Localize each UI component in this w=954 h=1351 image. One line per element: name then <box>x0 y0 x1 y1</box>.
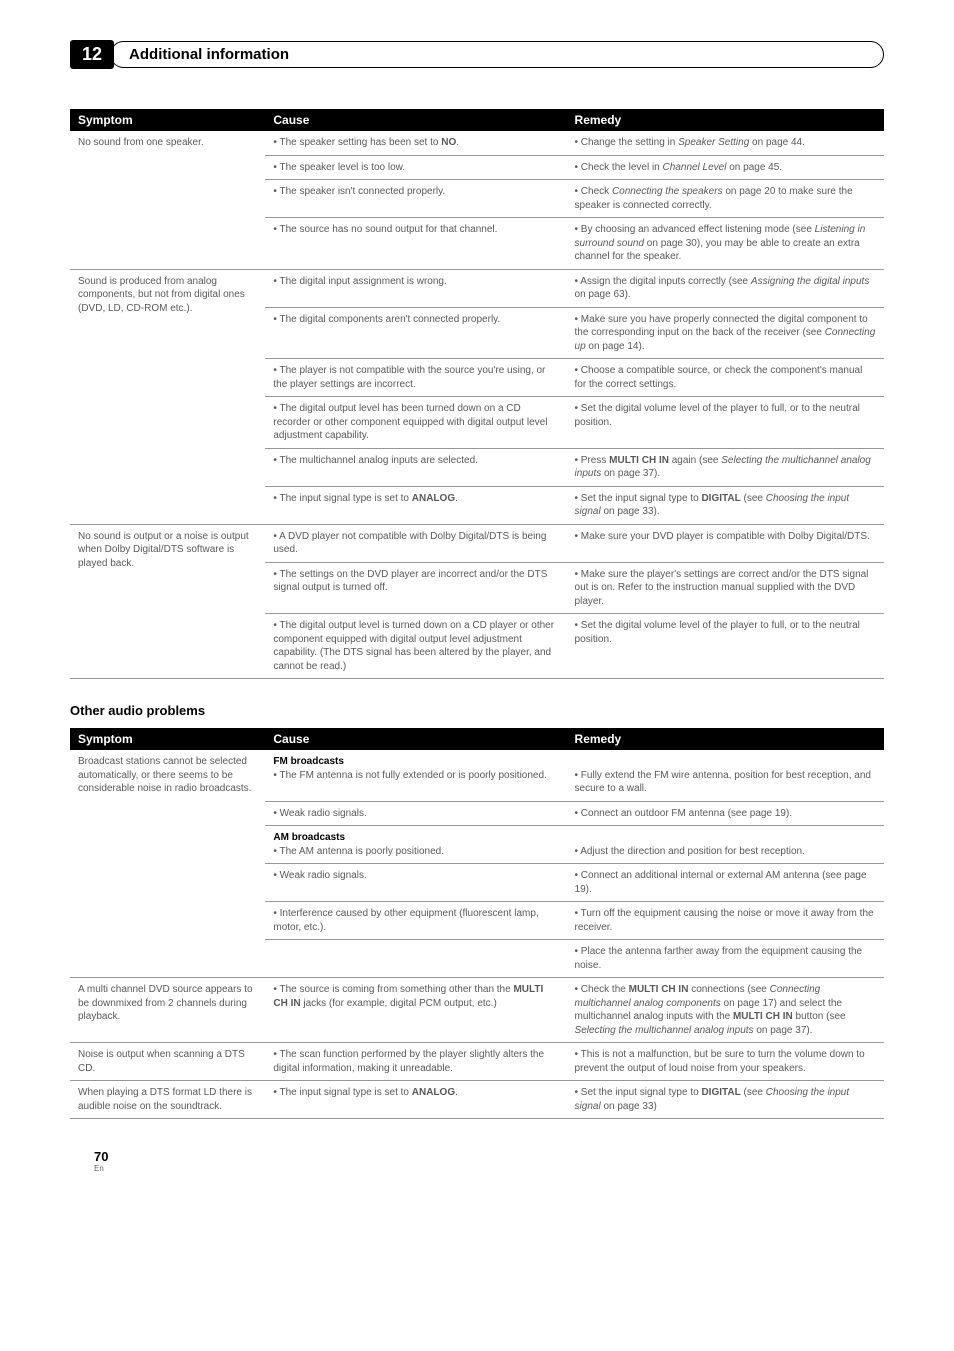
page-footer: 70 En <box>70 1149 884 1173</box>
cell-remedy: • Set the input signal type to DIGITAL (… <box>567 1081 884 1119</box>
cell-symptom: A multi channel DVD source appears to be… <box>70 978 265 1043</box>
cell-cause: • The digital components aren't connecte… <box>265 307 566 359</box>
cell-symptom: No sound from one speaker. <box>70 131 265 269</box>
cell-cause: • The source has no sound output for tha… <box>265 218 566 270</box>
cell-cause: • The scan function performed by the pla… <box>265 1043 566 1081</box>
cell-cause: • A DVD player not compatible with Dolby… <box>265 524 566 562</box>
cell-remedy: • Turn off the equipment causing the noi… <box>567 902 884 940</box>
cell-cause: AM broadcasts• The AM antenna is poorly … <box>265 826 566 864</box>
cell-cause: • The settings on the DVD player are inc… <box>265 562 566 614</box>
cell-remedy: • Choose a compatible source, or check t… <box>567 359 884 397</box>
chapter-number-wrap: 12 <box>70 40 114 69</box>
page-number: 70 <box>94 1149 884 1164</box>
th-symptom: Symptom <box>70 728 265 750</box>
cell-remedy: • Change the setting in Speaker Setting … <box>567 131 884 155</box>
cell-cause: • Weak radio signals. <box>265 801 566 826</box>
chapter-title: Additional information <box>129 46 289 63</box>
th-remedy: Remedy <box>567 109 884 131</box>
cell-remedy: • Check Connecting the speakers on page … <box>567 180 884 218</box>
cell-cause: • The speaker level is too low. <box>265 155 566 180</box>
cell-remedy: • By choosing an advanced effect listeni… <box>567 218 884 270</box>
cell-remedy: • Set the digital volume level of the pl… <box>567 397 884 449</box>
cell-symptom: Broadcast stations cannot be selected au… <box>70 750 265 978</box>
cell-cause: • The source is coming from something ot… <box>265 978 566 1043</box>
cell-remedy: • Fully extend the FM wire antenna, posi… <box>567 750 884 801</box>
cell-remedy: • Set the input signal type to DIGITAL (… <box>567 486 884 524</box>
cell-remedy: • This is not a malfunction, but be sure… <box>567 1043 884 1081</box>
cell-cause <box>265 940 566 978</box>
cell-remedy: • Connect an outdoor FM antenna (see pag… <box>567 801 884 826</box>
troubleshooting-table-1: Symptom Cause Remedy No sound from one s… <box>70 109 884 679</box>
th-symptom: Symptom <box>70 109 265 131</box>
cell-cause: • The input signal type is set to ANALOG… <box>265 1081 566 1119</box>
cell-remedy: • Assign the digital inputs correctly (s… <box>567 269 884 307</box>
chapter-header: 12 Additional information <box>70 40 884 69</box>
cell-remedy: • Make sure your DVD player is compatibl… <box>567 524 884 562</box>
cell-remedy: • Press MULTI CH IN again (see Selecting… <box>567 448 884 486</box>
chapter-title-wrap: Additional information <box>110 41 884 68</box>
troubleshooting-table-2: Symptom Cause Remedy Broadcast stations … <box>70 728 884 1119</box>
cell-cause: • The player is not compatible with the … <box>265 359 566 397</box>
section-heading-other-audio: Other audio problems <box>70 703 884 718</box>
cell-cause: FM broadcasts• The FM antenna is not ful… <box>265 750 566 801</box>
cell-remedy: • Check the level in Channel Level on pa… <box>567 155 884 180</box>
cell-cause: • The input signal type is set to ANALOG… <box>265 486 566 524</box>
cell-remedy: • Place the antenna farther away from th… <box>567 940 884 978</box>
cell-cause: • Weak radio signals. <box>265 864 566 902</box>
cell-cause: • The speaker isn't connected properly. <box>265 180 566 218</box>
cell-cause: • The digital output level is turned dow… <box>265 614 566 679</box>
cell-cause: • The speaker setting has been set to NO… <box>265 131 566 155</box>
chapter-number: 12 <box>70 40 114 69</box>
th-cause: Cause <box>265 728 566 750</box>
page-lang: En <box>94 1164 884 1173</box>
cell-remedy: • Make sure you have properly connected … <box>567 307 884 359</box>
th-remedy: Remedy <box>567 728 884 750</box>
cell-symptom: Sound is produced from analog components… <box>70 269 265 524</box>
cell-cause: • The multichannel analog inputs are sel… <box>265 448 566 486</box>
cell-cause: • The digital input assignment is wrong. <box>265 269 566 307</box>
cell-remedy: • Check the MULTI CH IN connections (see… <box>567 978 884 1043</box>
cell-remedy: • Set the digital volume level of the pl… <box>567 614 884 679</box>
cell-remedy: • Make sure the player's settings are co… <box>567 562 884 614</box>
cell-symptom: Noise is output when scanning a DTS CD. <box>70 1043 265 1081</box>
cell-cause: • The digital output level has been turn… <box>265 397 566 449</box>
th-cause: Cause <box>265 109 566 131</box>
cell-symptom: When playing a DTS format LD there is au… <box>70 1081 265 1119</box>
cell-remedy: • Adjust the direction and position for … <box>567 826 884 864</box>
cell-cause: • Interference caused by other equipment… <box>265 902 566 940</box>
cell-symptom: No sound is output or a noise is output … <box>70 524 265 679</box>
cell-remedy: • Connect an additional internal or exte… <box>567 864 884 902</box>
